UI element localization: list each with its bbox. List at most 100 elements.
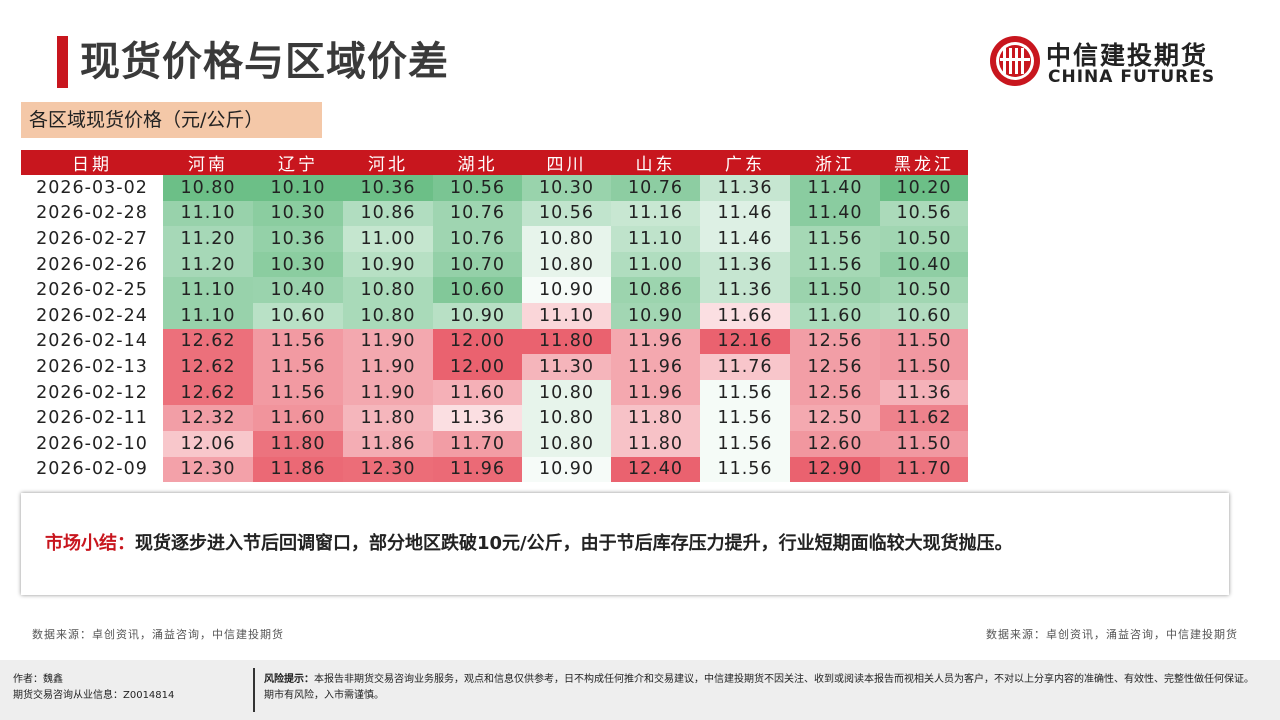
price-cell: 10.20 — [880, 175, 968, 201]
price-cell: 12.60 — [790, 430, 880, 457]
summary-label: 市场小结： — [45, 533, 135, 554]
price-cell: 11.50 — [880, 354, 968, 380]
price-cell: 10.90 — [611, 302, 700, 329]
price-cell: 11.00 — [343, 226, 433, 252]
price-cell: 11.90 — [343, 354, 433, 380]
footer: 作者：魏鑫 期货交易咨询从业信息：Z0014814 风险提示：本报告非期货交易咨… — [0, 660, 1280, 720]
risk-disclaimer: 风险提示：本报告非期货交易咨询业务服务，观点和信息仅供参考，日不构成任何推介和交… — [264, 672, 1254, 704]
price-cell: 10.60 — [433, 277, 522, 303]
table-row: 2026-02-27 11.20 10.36 11.00 10.76 10.80 11.10… — [21, 226, 968, 252]
column-header-region: 黑龙江 — [880, 150, 968, 175]
column-header-region: 广东 — [700, 150, 790, 175]
table-row: 2026-02-13 12.62 11.56 11.90 12.00 11.30 11.96… — [21, 354, 968, 380]
table-header-row: 日期 河南 辽宁 河北 湖北 四川 山东 广东 浙江 黑龙江 — [21, 150, 968, 175]
market-summary-box: 市场小结：现货逐步进入节后回调窗口，部分地区跌破10元/公斤，由于节后库存压力提… — [21, 493, 1229, 595]
price-cell: 10.60 — [880, 302, 968, 329]
price-cell: 11.76 — [700, 354, 790, 380]
footer-author-block: 作者：魏鑫 期货交易咨询从业信息：Z0014814 — [13, 672, 174, 704]
price-cell: 11.70 — [433, 430, 522, 457]
price-cell: 10.90 — [433, 302, 522, 329]
price-cell: 12.56 — [790, 328, 880, 355]
price-cell: 12.00 — [433, 328, 522, 355]
table-row: 2026-02-11 12.32 11.60 11.80 11.36 10.80 11.80… — [21, 405, 968, 431]
price-cell: 10.80 — [163, 175, 253, 201]
price-cell: 12.62 — [163, 328, 253, 355]
price-cell: 11.36 — [700, 277, 790, 303]
column-header-region: 四川 — [522, 150, 611, 175]
price-cell: 11.56 — [790, 226, 880, 252]
price-cell: 12.16 — [700, 328, 790, 355]
price-cell: 10.86 — [611, 277, 700, 303]
logo-english-name: CHINA FUTURES — [1048, 67, 1216, 87]
column-header-region: 浙江 — [790, 150, 880, 175]
price-cell: 11.40 — [790, 175, 880, 201]
brand-logo: 中信建投期货 CHINA FUTURES — [988, 34, 1238, 94]
price-cell: 10.76 — [611, 175, 700, 201]
footer-divider — [253, 668, 255, 712]
price-cell: 11.56 — [253, 379, 343, 406]
price-cell: 11.96 — [611, 354, 700, 380]
author-name: 作者：魏鑫 — [13, 674, 63, 685]
price-cell: 12.62 — [163, 354, 253, 380]
price-table: 日期 河南 辽宁 河北 湖北 四川 山东 广东 浙江 黑龙江 2026-03-02 10.80 10.… — [21, 150, 968, 483]
price-cell: 11.80 — [611, 405, 700, 431]
price-cell: 12.90 — [790, 456, 880, 483]
price-cell: 10.56 — [433, 175, 522, 201]
row-date: 2026-02-25 — [21, 277, 163, 303]
price-cell: 11.96 — [433, 456, 522, 483]
price-cell: 10.80 — [522, 226, 611, 252]
price-cell: 11.60 — [253, 405, 343, 431]
column-header-date: 日期 — [21, 150, 163, 175]
price-cell: 11.10 — [522, 302, 611, 329]
price-cell: 10.80 — [343, 302, 433, 329]
table-row: 2026-02-12 12.62 11.56 11.90 11.60 10.80 11.96… — [21, 379, 968, 406]
price-cell: 12.40 — [611, 456, 700, 483]
price-cell: 11.56 — [700, 379, 790, 406]
price-cell: 11.10 — [163, 200, 253, 227]
price-cell: 11.46 — [700, 226, 790, 252]
price-cell: 11.16 — [611, 200, 700, 227]
price-cell: 11.56 — [700, 405, 790, 431]
price-cell: 11.56 — [790, 251, 880, 278]
price-cell: 12.56 — [790, 354, 880, 380]
source-note-right: 数据来源：卓创资讯，涌益咨询，中信建投期货 — [986, 628, 1238, 641]
table-row: 2026-02-24 11.10 10.60 10.80 10.90 11.10 10.90… — [21, 302, 968, 329]
column-header-region: 湖北 — [433, 150, 522, 175]
price-cell: 10.80 — [522, 379, 611, 406]
table-row: 2026-02-25 11.10 10.40 10.80 10.60 10.90 10.86… — [21, 277, 968, 303]
price-cell: 11.40 — [790, 200, 880, 227]
price-cell: 10.56 — [522, 200, 611, 227]
price-cell: 11.20 — [163, 251, 253, 278]
price-cell: 11.46 — [700, 200, 790, 227]
row-date: 2026-02-14 — [21, 328, 163, 355]
price-cell: 11.36 — [700, 175, 790, 201]
price-cell: 12.50 — [790, 405, 880, 431]
price-cell: 11.00 — [611, 251, 700, 278]
price-cell: 11.60 — [790, 302, 880, 329]
row-date: 2026-02-24 — [21, 302, 163, 329]
row-date: 2026-02-13 — [21, 354, 163, 380]
price-cell: 11.96 — [611, 328, 700, 355]
price-cell: 10.90 — [343, 251, 433, 278]
price-cell: 11.90 — [343, 328, 433, 355]
table-row: 2026-02-26 11.20 10.30 10.90 10.70 10.80 11.00… — [21, 251, 968, 278]
price-cell: 10.40 — [880, 251, 968, 278]
price-cell: 11.86 — [343, 430, 433, 457]
price-cell: 10.90 — [522, 456, 611, 483]
price-cell: 11.56 — [253, 354, 343, 380]
price-cell: 10.76 — [433, 226, 522, 252]
author-license: 期货交易咨询从业信息：Z0014814 — [13, 690, 175, 701]
column-header-region: 山东 — [611, 150, 700, 175]
row-date: 2026-02-26 — [21, 251, 163, 278]
price-cell: 10.50 — [880, 226, 968, 252]
table-row: 2026-02-28 11.10 10.30 10.86 10.76 10.56 11.16… — [21, 200, 968, 227]
row-date: 2026-02-27 — [21, 226, 163, 252]
row-date: 2026-03-02 — [21, 175, 163, 201]
table-row: 2026-02-10 12.06 11.80 11.86 11.70 10.80 11.80… — [21, 430, 968, 457]
row-date: 2026-02-11 — [21, 405, 163, 431]
price-cell: 11.56 — [700, 430, 790, 457]
price-cell: 10.86 — [343, 200, 433, 227]
price-cell: 11.56 — [253, 328, 343, 355]
table-row: 2026-03-02 10.80 10.10 10.36 10.56 10.30 10.76… — [21, 175, 968, 201]
price-cell: 11.80 — [522, 328, 611, 355]
